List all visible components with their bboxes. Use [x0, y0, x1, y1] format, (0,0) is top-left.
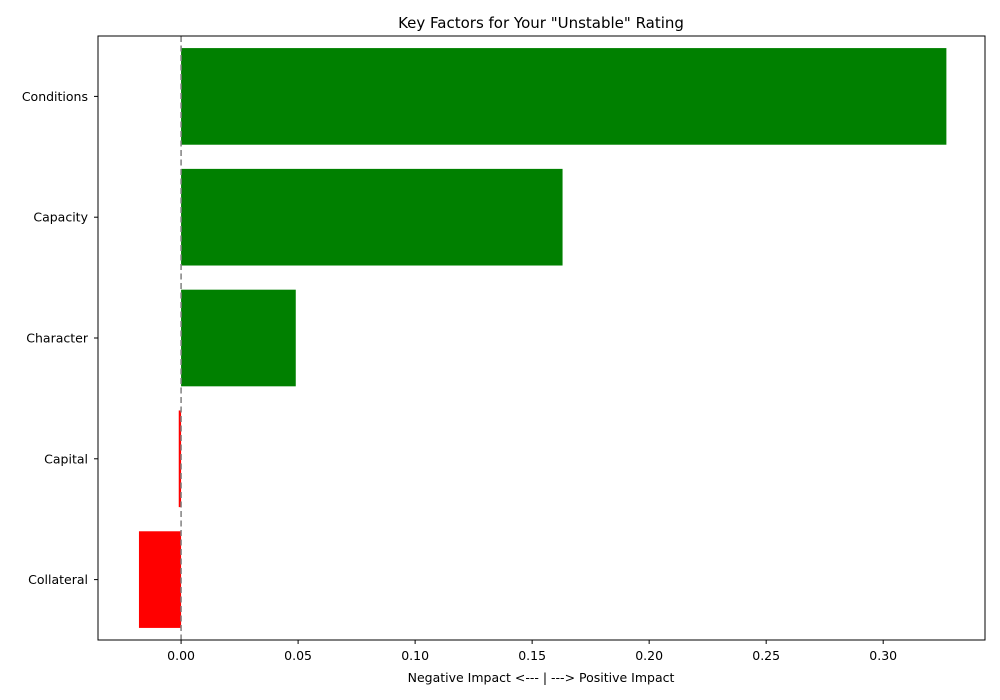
bar-conditions — [181, 48, 947, 145]
x-tick-label: 0.10 — [401, 648, 429, 663]
bar-collateral — [138, 531, 182, 628]
x-tick-label: 0.20 — [635, 648, 663, 663]
bar-capacity — [181, 168, 563, 266]
bars — [138, 48, 947, 628]
y-tick-label-conditions: Conditions — [22, 89, 88, 104]
chart-title: Key Factors for Your "Unstable" Rating — [398, 14, 684, 32]
y-tick-label-collateral: Collateral — [28, 572, 88, 587]
y-axis: Collateral Capital Character Capacity Condit… — [22, 89, 98, 587]
x-tick-label: 0.25 — [752, 648, 780, 663]
bar-capital — [178, 410, 182, 508]
x-tick-label: 0.15 — [518, 648, 546, 663]
x-axis-label: Negative Impact <--- | ---> Positive Imp… — [408, 670, 675, 685]
bar-character — [181, 289, 296, 387]
y-tick-label-character: Character — [26, 331, 89, 346]
x-axis: 0.00 0.05 0.10 0.15 0.20 0.25 0.30 — [167, 640, 897, 663]
y-tick-label-capital: Capital — [44, 451, 88, 466]
y-tick-label-capacity: Capacity — [33, 210, 88, 225]
x-tick-label: 0.30 — [869, 648, 897, 663]
x-tick-label: 0.00 — [167, 648, 195, 663]
x-tick-label: 0.05 — [284, 648, 312, 663]
